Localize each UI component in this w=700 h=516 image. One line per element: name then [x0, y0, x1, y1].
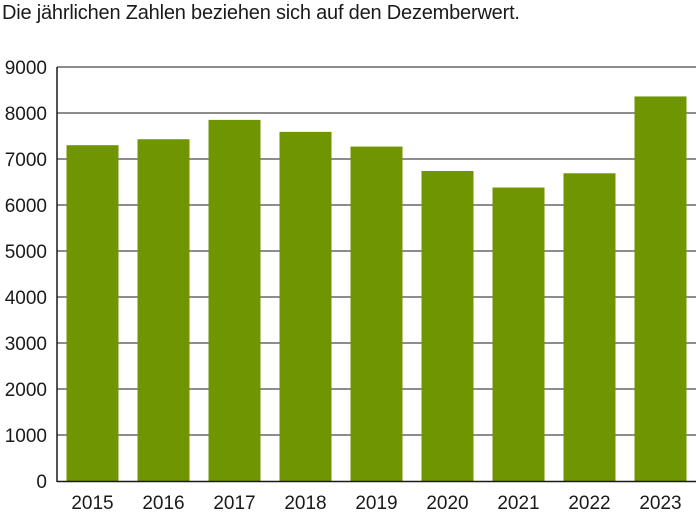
bar-2019 [350, 146, 403, 481]
bar-2017 [208, 119, 261, 482]
y-tick-label: 6000 [5, 196, 47, 217]
bar-2018 [279, 131, 332, 482]
x-tick-label: 2022 [568, 493, 610, 514]
x-tick-label: 2023 [639, 493, 681, 514]
x-tick-labels: 2015 2016 2017 2018 2019 2020 2021 2022 2023 [71, 493, 681, 514]
bar-2023 [634, 96, 687, 481]
y-tick-label: 5000 [5, 242, 47, 263]
bars [66, 96, 687, 482]
y-tick-label: 7000 [5, 150, 47, 171]
bar-2022 [563, 173, 616, 481]
x-tick-label: 2019 [355, 493, 397, 514]
y-tick-label: 1000 [5, 426, 47, 447]
bar-2016 [137, 139, 190, 481]
y-tick-label: 2000 [5, 380, 47, 401]
y-tick-label: 3000 [5, 334, 47, 355]
x-tick-label: 2018 [284, 493, 326, 514]
y-tick-label: 0 [36, 472, 47, 493]
x-tick-label: 2021 [497, 493, 539, 514]
y-tick-label: 8000 [5, 104, 47, 125]
y-tick-label: 4000 [5, 288, 47, 309]
axes [56, 67, 696, 483]
bar-2015 [66, 145, 119, 481]
bar-2021 [492, 187, 545, 481]
x-tick-label: 2016 [142, 493, 184, 514]
x-tick-label: 2015 [71, 493, 113, 514]
chart-note: Die jährlichen Zahlen beziehen sich auf … [2, 2, 520, 24]
x-tick-label: 2017 [213, 493, 255, 514]
bar-2020 [421, 170, 474, 481]
y-tick-label: 9000 [5, 58, 47, 79]
y-tick-labels: 0 1000 2000 3000 4000 5000 6000 7000 8000 9000 [5, 58, 47, 493]
x-tick-label: 2020 [426, 493, 468, 514]
